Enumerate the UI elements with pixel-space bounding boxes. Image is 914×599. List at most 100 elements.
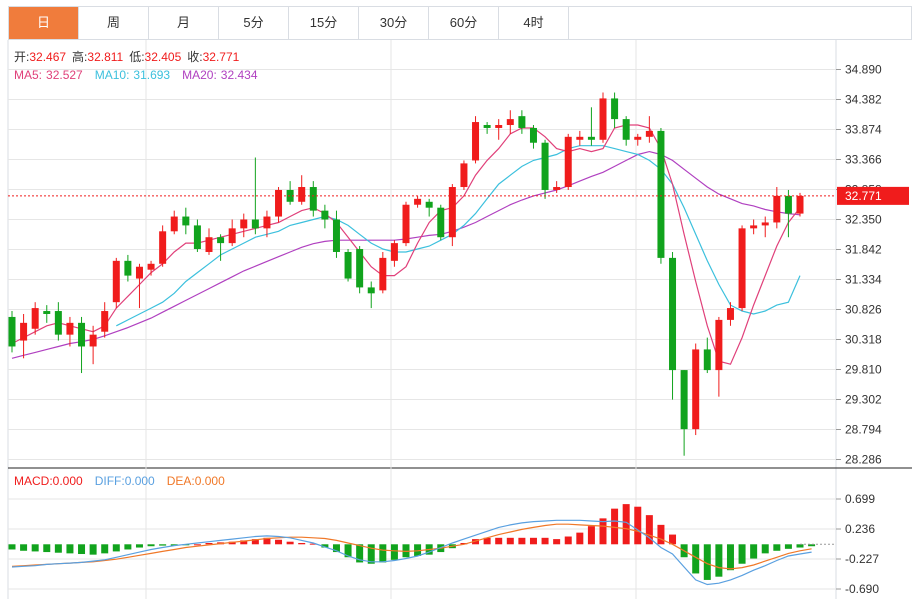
candle-body-46	[541, 142, 549, 190]
candle-body-9	[112, 260, 120, 303]
candle-body-68	[796, 195, 804, 214]
candle-body-11	[135, 266, 143, 279]
candle-body-2	[31, 308, 39, 329]
macd-bar-34	[402, 544, 410, 558]
macd-bar-3	[43, 544, 51, 553]
current-price-label: 32.771	[845, 189, 882, 203]
candle-body-23	[275, 189, 283, 217]
candle-body-19	[228, 228, 236, 244]
tab-period-1[interactable]: 周	[79, 7, 149, 39]
candle-body-60	[703, 349, 711, 371]
candle-body-4	[54, 311, 62, 335]
macd-bar-68	[796, 544, 804, 548]
macd-bar-10	[124, 544, 132, 550]
dea-line	[11, 523, 812, 570]
candle-body-8	[101, 311, 109, 332]
tab-period-3[interactable]: 5分	[219, 7, 289, 39]
macd-bar-49	[576, 532, 584, 545]
candle-body-17	[205, 237, 213, 252]
current-price-tag	[837, 186, 909, 205]
macd-bar-69	[808, 544, 816, 547]
candle-body-16	[193, 225, 201, 250]
candle-body-25	[298, 187, 306, 202]
low-label: 低:	[129, 50, 144, 64]
candle-body-44	[518, 116, 526, 128]
price-tick-label-0: 34.890	[845, 63, 882, 77]
macd-bar-27	[321, 544, 329, 548]
macd-tick-label-1: 0.236	[845, 522, 875, 536]
candle-body-31	[367, 287, 375, 294]
candle-body-36	[425, 201, 433, 208]
macd-bar-4	[54, 544, 62, 553]
macd-bar-9	[112, 544, 120, 552]
candle-body-33	[390, 243, 398, 261]
candle-body-38	[448, 187, 456, 238]
macd-bar-35	[414, 544, 422, 556]
ma5-value: 32.527	[46, 68, 83, 82]
macd-bar-57	[669, 534, 677, 545]
tab-period-7[interactable]: 4时	[499, 7, 569, 39]
macd-bar-53	[622, 504, 630, 545]
macd-bar-45	[529, 537, 537, 545]
price-tick-label-11: 29.302	[845, 393, 882, 407]
high-label: 高:	[72, 49, 87, 64]
tab-period-0[interactable]: 日	[9, 7, 79, 39]
macd-bar-28	[332, 544, 340, 553]
candle-body-6	[78, 322, 86, 347]
macd-bar-46	[541, 537, 549, 545]
candle-body-51	[599, 98, 607, 140]
dea-value: 0.000	[195, 474, 225, 488]
macd-bar-63	[738, 544, 746, 564]
macd-bar-47	[553, 539, 561, 545]
low-value: 32.405	[145, 50, 182, 64]
macd-bar-26	[309, 543, 317, 545]
macd-bar-54	[634, 506, 642, 545]
macd-bar-16	[193, 544, 201, 546]
candle-body-67	[784, 195, 792, 214]
tab-period-5[interactable]: 30分	[359, 7, 429, 39]
macd-bar-50	[587, 526, 595, 545]
candle-body-30	[356, 249, 364, 288]
tab-period-6[interactable]: 60分	[429, 7, 499, 39]
tab-period-2[interactable]: 月	[149, 7, 219, 39]
candle-body-58	[680, 370, 688, 430]
macd-bar-1	[20, 544, 28, 551]
macd-bar-60	[703, 544, 711, 580]
price-tick-label-10: 29.810	[845, 363, 882, 377]
candle-body-18	[217, 237, 225, 244]
macd-label: MACD:	[14, 474, 53, 488]
price-tick-label-6: 31.842	[845, 243, 882, 257]
ma10-value: 31.693	[133, 68, 170, 82]
candle-body-34	[402, 204, 410, 244]
candle-body-59	[692, 349, 700, 430]
macd-bar-39	[460, 542, 468, 545]
candle-body-12	[147, 263, 155, 270]
macd-bar-2	[31, 544, 39, 552]
tab-period-4[interactable]: 15分	[289, 7, 359, 39]
candle-body-37	[437, 207, 445, 238]
candle-body-49	[576, 136, 584, 140]
diff-label: DIFF:	[95, 474, 125, 488]
macd-bar-22	[263, 537, 271, 545]
macd-bar-6	[78, 544, 86, 555]
macd-bar-43	[506, 537, 514, 545]
ma5-line	[11, 124, 801, 365]
price-tick-label-8: 30.826	[845, 303, 882, 317]
macd-bar-65	[761, 544, 769, 554]
candle-body-55	[645, 130, 653, 137]
macd-bar-33	[390, 544, 398, 560]
macd-bar-25	[298, 542, 306, 545]
candle-body-63	[738, 228, 746, 309]
price-tick-label-9: 30.318	[845, 333, 882, 347]
price-tick-label-3: 33.366	[845, 153, 882, 167]
ma5-label: MA5:	[14, 68, 42, 82]
macd-bar-13	[159, 544, 167, 546]
candle-body-53	[622, 119, 630, 140]
macd-bar-32	[379, 544, 387, 563]
candle-body-10	[124, 260, 132, 276]
ma20-line	[11, 150, 801, 359]
candle-body-64	[750, 225, 758, 229]
candle-body-62	[726, 308, 734, 320]
macd-bar-41	[483, 537, 491, 545]
